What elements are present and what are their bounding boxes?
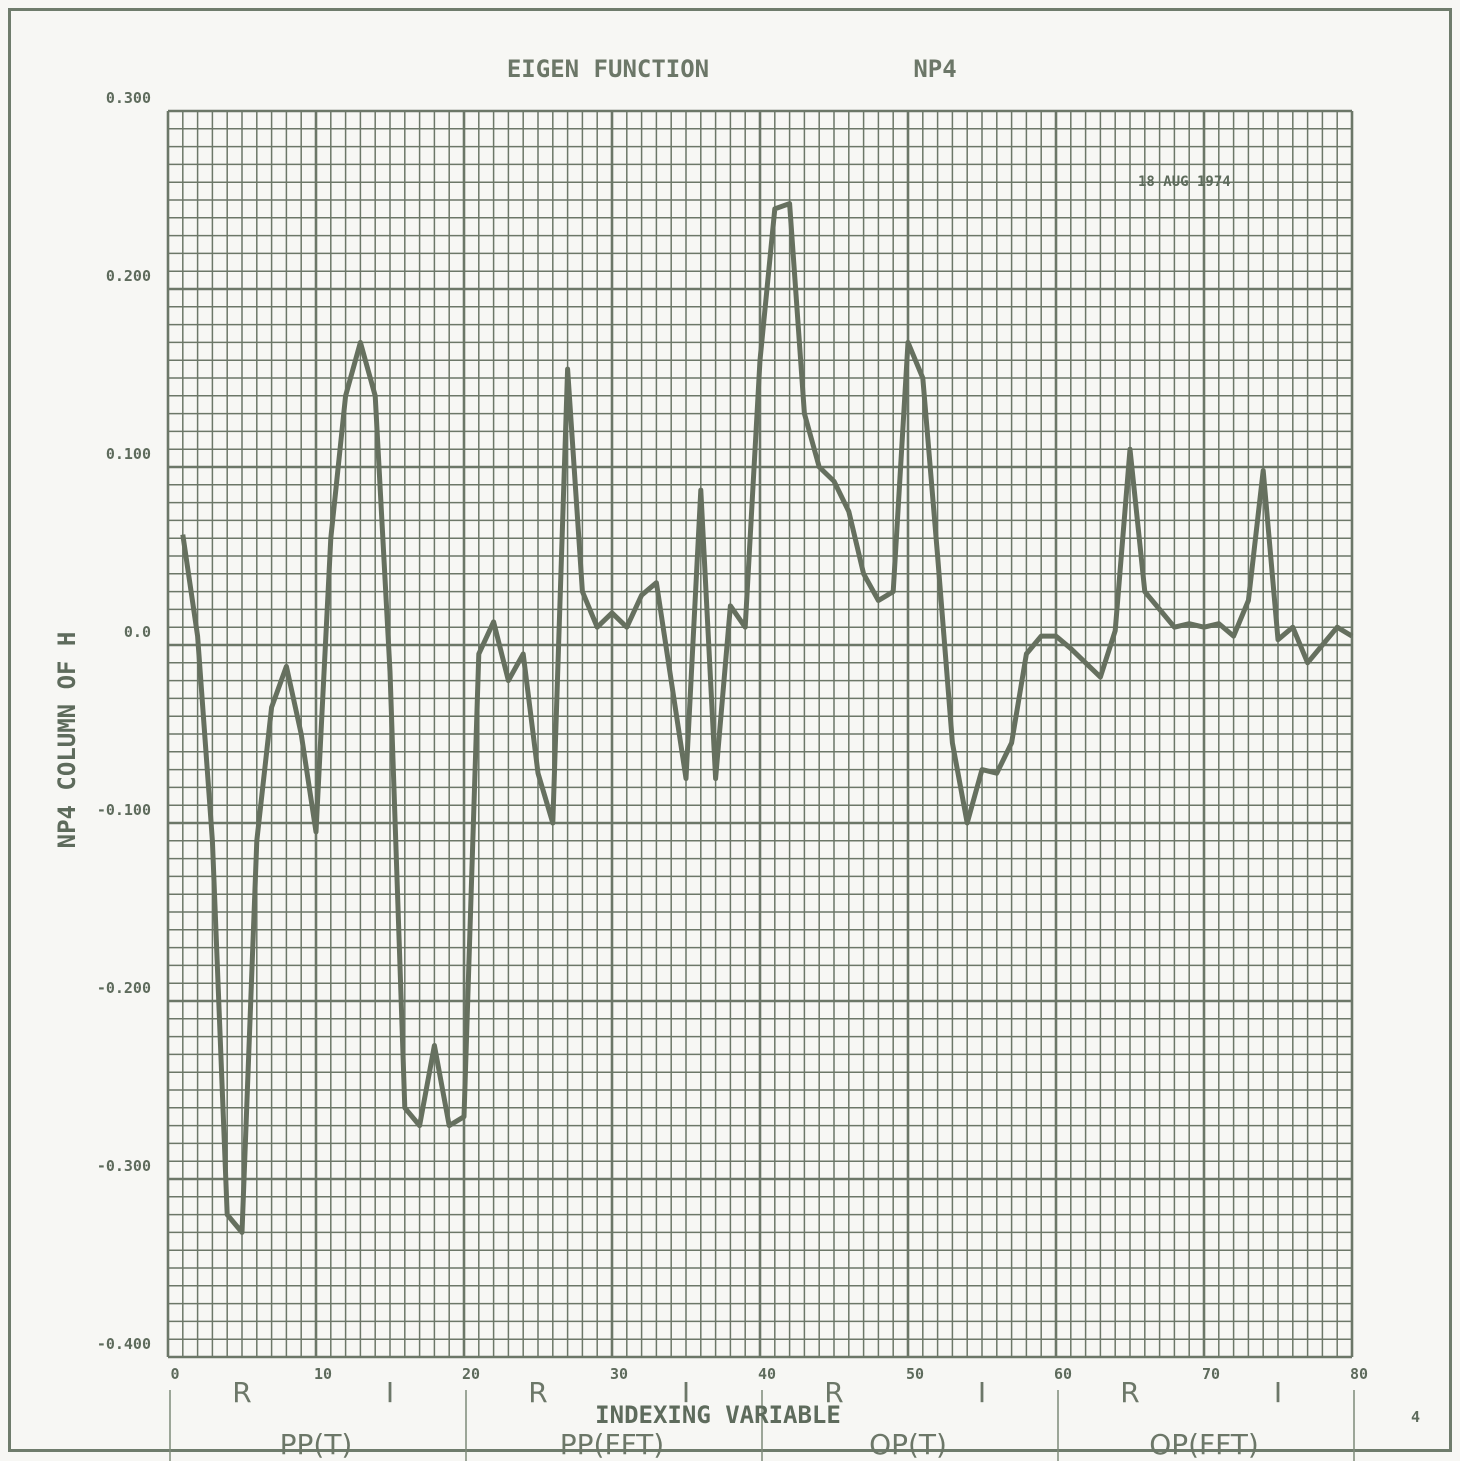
- group-label: OP(FFT): [1149, 1428, 1259, 1461]
- x-tick-labels: 0 10 20 30 40 50 60 70 80: [170, 1365, 1368, 1383]
- x-tick-label: 0: [170, 1365, 179, 1383]
- grid: [166, 109, 1354, 1359]
- section-label: I: [682, 1376, 690, 1409]
- section-label: R: [1120, 1376, 1139, 1409]
- group-label: PP(FFT): [560, 1428, 664, 1461]
- x-axis-label: INDEXING VARIABLE: [595, 1401, 841, 1429]
- x-tick-label: 60: [1054, 1365, 1072, 1383]
- y-tick-label: 0.0: [124, 623, 151, 641]
- section-label: I: [386, 1376, 394, 1409]
- page-number: 4: [1411, 1408, 1420, 1426]
- y-tick-labels: 0.300 0.200 0.100 0.0 -0.100 -0.200 -0.300 -0.4…: [97, 89, 151, 1353]
- y-tick-label: -0.300: [97, 1157, 151, 1175]
- group-labels: PP(T) PP(FFT) OP(T) OP(FFT): [169, 1390, 1355, 1461]
- x-tick-label: 20: [462, 1365, 480, 1383]
- x-tick-label: 10: [314, 1365, 332, 1383]
- y-tick-label: -0.200: [97, 979, 151, 997]
- x-tick-label: 50: [906, 1365, 924, 1383]
- x-tick-label: 70: [1202, 1365, 1220, 1383]
- group-label: OP(T): [869, 1428, 947, 1461]
- x-tick-label: 40: [758, 1365, 776, 1383]
- series: [180, 201, 1354, 1235]
- chart-title-right: NP4: [913, 55, 956, 83]
- chart-frame: [8, 8, 1452, 1452]
- y-tick-label: 0.200: [106, 267, 151, 285]
- y-tick-label: -0.100: [97, 801, 151, 819]
- section-label: R: [528, 1376, 547, 1409]
- x-tick-label: 30: [610, 1365, 628, 1383]
- chart-title: EIGEN FUNCTION: [507, 55, 709, 83]
- y-tick-label: -0.400: [97, 1335, 151, 1353]
- section-label: R: [232, 1376, 251, 1409]
- section-label: I: [1274, 1376, 1282, 1409]
- y-tick-label: 0.100: [106, 445, 151, 463]
- series-line: [180, 201, 1354, 1235]
- y-tick-label: 0.300: [106, 89, 151, 107]
- group-label: PP(T): [280, 1428, 353, 1461]
- date-stamp: 18 AUG 1974: [1138, 174, 1231, 190]
- section-label: I: [978, 1376, 986, 1409]
- section-label: R: [824, 1376, 843, 1409]
- x-tick-label: 80: [1350, 1365, 1368, 1383]
- y-axis-label: NP4 COLUMN OF H: [53, 632, 81, 849]
